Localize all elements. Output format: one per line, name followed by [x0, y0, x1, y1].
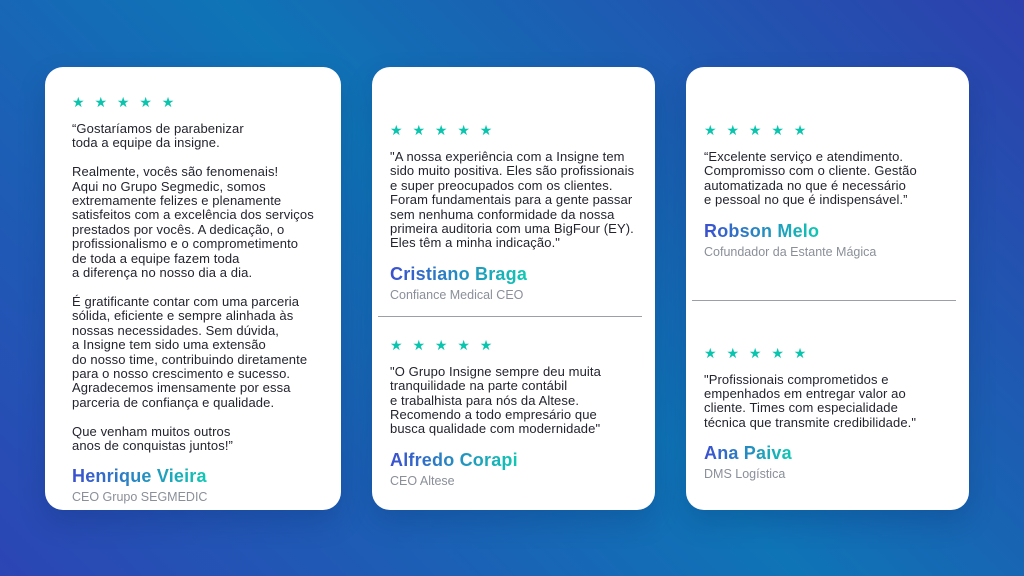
author-name: Cristiano Braga	[390, 263, 528, 284]
author-name: Robson Melo	[704, 220, 820, 241]
author-role: Cofundador da Estante Mágica	[704, 244, 877, 259]
testimonial-block: ★ ★ ★ ★ ★ "Profissionais comprometidos e…	[704, 301, 951, 483]
star-rating-icons: ★ ★ ★ ★ ★	[704, 122, 810, 138]
author-name: Henrique Vieira	[72, 466, 207, 487]
testimonial-quote: "A nossa experiência com a Insigne tem s…	[390, 149, 635, 251]
star-rating-icons: ★ ★ ★ ★ ★	[390, 336, 496, 353]
author-name: Ana Paiva	[704, 443, 792, 464]
testimonial-block: ★ ★ ★ ★ ★ “Excelente serviço e atendimen…	[704, 67, 951, 260]
testimonial-quote: “Excelente serviço e atendimento. Compro…	[704, 149, 917, 208]
author-role: Confiance Medical CEO	[390, 287, 524, 302]
testimonials-section: ★ ★ ★ ★ ★ “Gostaríamos de parabenizar to…	[45, 67, 969, 510]
star-rating-icons: ★ ★ ★ ★ ★	[390, 122, 496, 138]
star-rating-icons: ★ ★ ★ ★ ★	[704, 344, 810, 361]
testimonial-quote: "Profissionais comprometidos e empenhado…	[704, 371, 917, 430]
author-role: CEO Grupo SEGMEDIC	[72, 490, 208, 505]
testimonial-block: ★ ★ ★ ★ ★ "A nossa experiência com a Ins…	[390, 67, 637, 303]
author-role: DMS Logística	[704, 467, 786, 482]
author-name: Alfredo Corapi	[390, 449, 518, 470]
divider	[378, 315, 642, 317]
testimonial-card-cristiano-alfredo: ★ ★ ★ ★ ★ "A nossa experiência com a Ins…	[372, 67, 655, 510]
author-role: CEO Altese	[390, 473, 455, 488]
divider	[692, 299, 956, 301]
testimonial-quote: “Gostaríamos de parabenizar toda a equip…	[72, 121, 314, 453]
testimonial-card-robson-ana: ★ ★ ★ ★ ★ “Excelente serviço e atendimen…	[686, 67, 969, 510]
testimonial-block: ★ ★ ★ ★ ★ "O Grupo Insigne sempre deu mu…	[390, 317, 637, 489]
testimonial-quote: "O Grupo Insigne sempre deu muita tranqu…	[390, 363, 601, 437]
testimonial-block: ★ ★ ★ ★ ★ “Gostaríamos de parabenizar to…	[72, 95, 317, 505]
testimonial-card-henrique: ★ ★ ★ ★ ★ “Gostaríamos de parabenizar to…	[45, 67, 341, 510]
star-rating-icons: ★ ★ ★ ★ ★	[72, 94, 178, 110]
